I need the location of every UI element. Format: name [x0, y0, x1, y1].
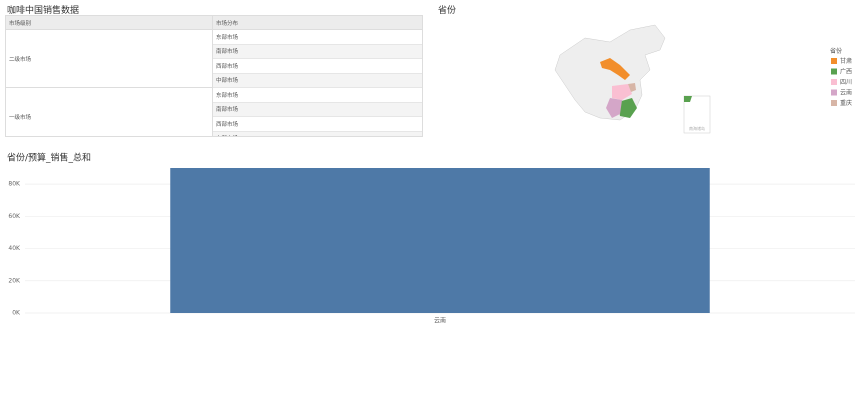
legend-label: 云南 [840, 89, 852, 97]
chart: 省份/预算_销售_总和 0K 20K 40K 60K 80K 云南 [7, 152, 855, 325]
y-tick-label: 0K [12, 310, 21, 317]
table-title: 咖啡中国销售数据 [7, 6, 80, 16]
inset-region [684, 96, 692, 102]
region-sichuan [612, 84, 632, 100]
legend-swatch [831, 100, 837, 106]
chart-title: 省份/预算_销售_总和 [7, 152, 91, 164]
legend-swatch [831, 58, 837, 64]
map-title: 省份 [438, 6, 457, 16]
row-cell: 中部市场 [213, 73, 422, 88]
group-cell: 二级市场 [6, 30, 213, 88]
legend-swatch [831, 68, 837, 75]
row-cell: 东部市场 [213, 30, 422, 45]
legend-label: 甘肃 [840, 57, 852, 65]
y-tick-label: 40K [8, 245, 21, 252]
legend-label: 广西 [840, 68, 852, 76]
legend-swatch [831, 79, 837, 85]
x-tick-label: 云南 [434, 317, 446, 325]
header-cell: 市场级别 [6, 16, 213, 30]
row-cell: 东部市场 [213, 88, 422, 103]
bar [170, 168, 710, 313]
row-cell: 西部市场 [213, 117, 422, 132]
row-cell: 南部市场 [213, 102, 422, 117]
legend-swatch [831, 89, 837, 96]
legend-label: 四川 [840, 79, 852, 86]
row-cell: 南部市场 [213, 44, 422, 59]
plot: 0K 20K 40K 60K 80K 云南 [8, 168, 855, 325]
region-chongqing [628, 83, 636, 92]
country-base [554, 24, 666, 121]
region-guangxi [618, 98, 637, 118]
inset-label: 南海诸岛 [689, 125, 705, 131]
header-cell: 市场分布 [213, 16, 422, 30]
legend-title: 省份 [830, 47, 842, 55]
y-tick-label: 60K [8, 213, 21, 220]
row-cell: 西部市场 [213, 59, 422, 74]
table: 市场级别 市场分布 二级市场 东部市场 南部市场 西部市场 中部市场 一级市场 东部市场 南部市场… [5, 15, 423, 137]
inset-frame [683, 95, 711, 134]
region-yunnan [606, 98, 622, 118]
row-cell: 中部市场 [213, 131, 422, 136]
y-tick-label: 20K [8, 277, 21, 284]
group-cell: 一级市场 [6, 88, 213, 136]
legend-label: 重庆 [840, 99, 852, 107]
y-tick-label: 80K [8, 181, 21, 188]
region-gansu [600, 58, 630, 80]
